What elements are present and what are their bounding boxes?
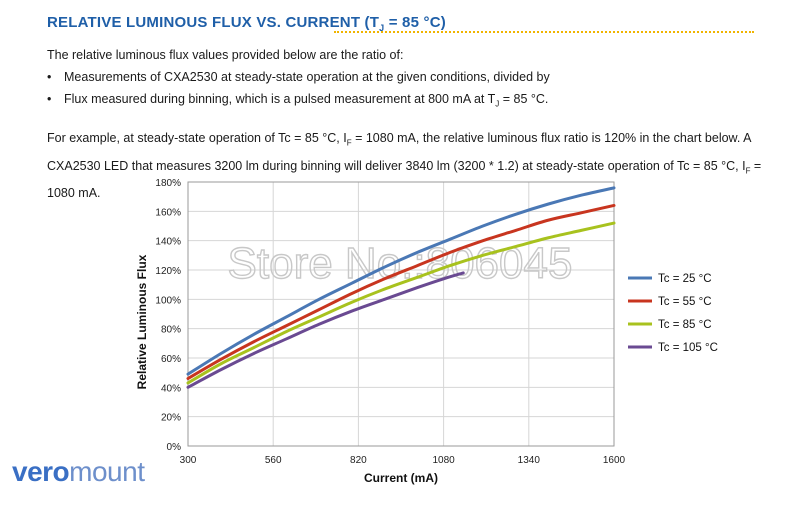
x-tick-label: 560	[265, 455, 282, 466]
bullet-item: • Flux measured during binning, which is …	[47, 92, 549, 109]
x-tick-label: 1080	[432, 455, 455, 466]
y-tick-label: 180%	[155, 178, 181, 189]
plot-area-border	[187, 181, 615, 447]
section-heading: RELATIVE LUMINOUS FLUX VS. CURRENT (TJ =…	[47, 14, 446, 33]
series-line-3	[186, 221, 616, 385]
legend-label: Tc = 105 °C	[658, 342, 718, 354]
y-tick-label: 20%	[161, 413, 181, 424]
y-tick-label: 80%	[161, 325, 181, 336]
y-tick-label: 160%	[155, 207, 181, 218]
heading-dotted-rule	[334, 31, 754, 33]
y-tick-label: 120%	[155, 266, 181, 277]
y-tick-label: 100%	[155, 295, 181, 306]
legend-label: Tc = 25 °C	[658, 273, 712, 285]
intro-text: The relative luminous flux values provid…	[47, 48, 404, 62]
y-tick-label: 0%	[167, 442, 182, 453]
legend-label: Tc = 85 °C	[658, 319, 712, 331]
brand-logo: veromount	[12, 456, 145, 487]
x-axis-label: Current (mA)	[364, 471, 438, 485]
series-line-1	[186, 186, 616, 376]
x-tick-label: 1340	[518, 455, 541, 466]
x-tick-label: 820	[350, 455, 367, 466]
series-line-2	[186, 203, 616, 381]
x-tick-label: 1600	[603, 455, 626, 466]
bullet-item: • Measurements of CXA2530 at steady-state…	[47, 70, 550, 84]
y-tick-label: 40%	[161, 383, 181, 394]
y-tick-label: 60%	[161, 354, 181, 365]
example-paragraph: For example, at steady-state operation o…	[47, 131, 762, 200]
legend-label: Tc = 55 °C	[658, 296, 712, 308]
series-line-4	[186, 271, 465, 389]
x-tick-label: 300	[180, 455, 197, 466]
y-tick-label: 140%	[155, 237, 181, 248]
y-axis-label: Relative Luminous Flux	[135, 254, 149, 389]
